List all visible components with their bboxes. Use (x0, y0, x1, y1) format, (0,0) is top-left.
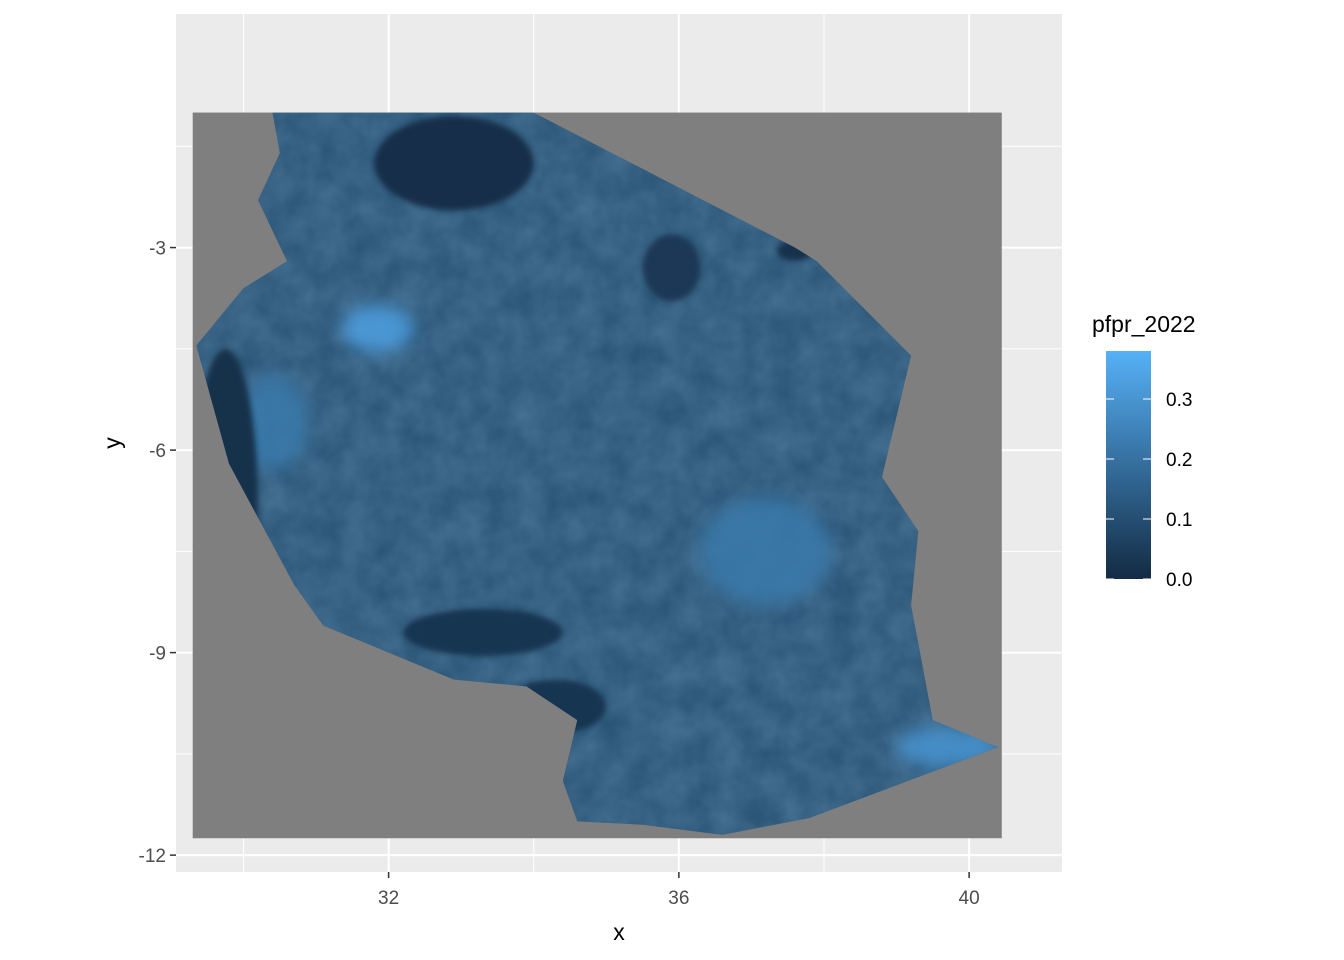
y-axis-title: y (99, 437, 125, 449)
legend-label: 0.2 (1166, 450, 1192, 471)
legend-colorbar (1106, 351, 1151, 579)
y-tick-label: -12 (139, 846, 166, 867)
low-value-zone (642, 234, 701, 302)
high-value-zone (700, 497, 832, 606)
x-tick-label: 40 (959, 888, 980, 909)
x-tick-label: 36 (668, 888, 689, 909)
x-axis-title: x (613, 919, 625, 945)
y-tick-label: -6 (149, 441, 166, 462)
y-tick-label: -3 (149, 239, 166, 260)
legend-label: 0.1 (1166, 510, 1192, 531)
y-axis-ticks: -3 -6 -9 -12 (139, 239, 176, 867)
legend: pfpr_2022 0.0 0.1 0.2 0.3 (1092, 311, 1196, 591)
legend-ticks: 0.0 0.1 0.2 0.3 (1106, 390, 1192, 591)
legend-title: pfpr_2022 (1092, 311, 1196, 337)
x-tick-label: 32 (378, 888, 399, 909)
high-value-zone (341, 304, 415, 353)
legend-label: 0.3 (1166, 390, 1192, 411)
low-value-zone (374, 115, 534, 211)
low-value-zone (403, 608, 563, 656)
high-value-zones (236, 304, 999, 768)
y-tick-label: -9 (149, 644, 166, 665)
x-axis-ticks: 32 36 40 (378, 872, 980, 909)
legend-label: 0.0 (1166, 570, 1192, 591)
